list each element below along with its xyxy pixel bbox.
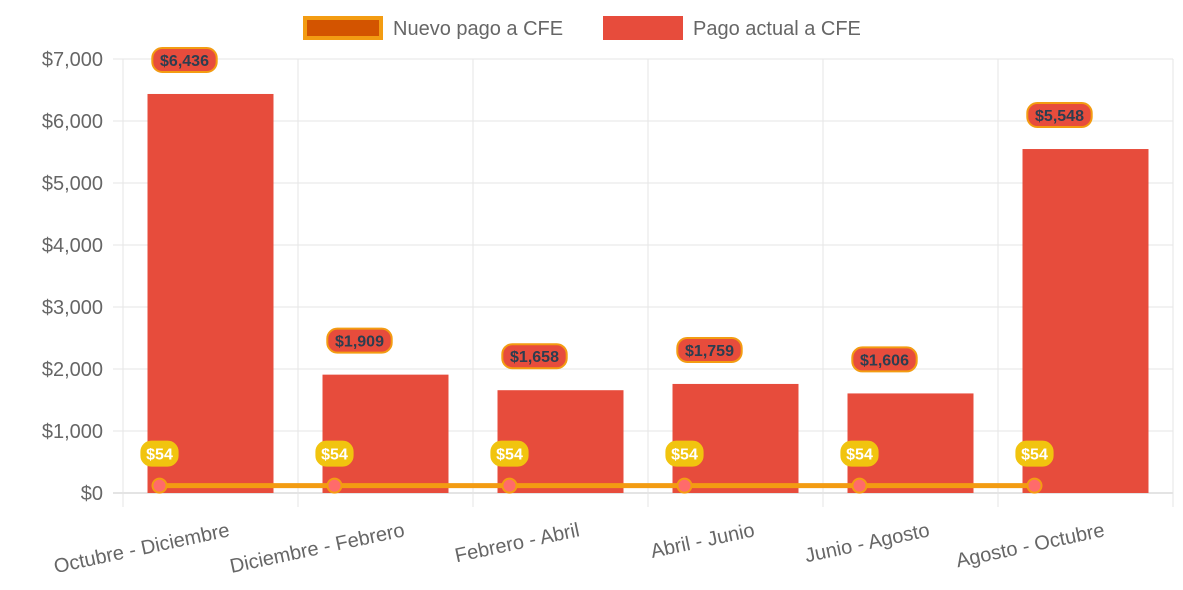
y-tick-label: $4,000 — [42, 235, 103, 257]
line-data-label-bg — [1015, 440, 1054, 467]
y-tick-label: $2,000 — [42, 359, 103, 381]
y-tick-label: $7,000 — [42, 49, 103, 71]
y-tick-label: $1,000 — [42, 421, 103, 443]
bar-data-label: $1,658 — [510, 349, 559, 366]
bar — [147, 93, 274, 493]
x-tick-label: Abril - Junio — [649, 519, 757, 562]
x-tick-label: Agosto - Octubre — [954, 519, 1106, 572]
y-tick-label: $0 — [81, 483, 103, 505]
bar-data-label: $6,436 — [160, 53, 209, 70]
line-data-label-bg — [315, 440, 354, 467]
data-labels: $6,436 $1,909 $1,658 $1,759 $1,606 $5,548 $54 $… — [140, 46, 1093, 467]
bar-data-label-bg — [501, 343, 568, 370]
bar-data-label: $1,909 — [335, 334, 384, 351]
line-data-label-bg — [665, 440, 704, 467]
line-point — [326, 477, 343, 494]
bar — [1022, 149, 1149, 494]
line-point — [1026, 477, 1043, 494]
y-tick-label: $3,000 — [42, 297, 103, 319]
bar-data-label: $1,759 — [685, 343, 734, 360]
line-data-label: $54 — [846, 447, 873, 464]
y-tick-label: $6,000 — [42, 111, 103, 133]
legend[interactable]: Nuevo pago a CFE Pago actual a CFE — [303, 16, 861, 40]
line-data-label: $54 — [321, 447, 348, 464]
x-tick-label: Junio - Agosto — [803, 519, 932, 567]
bar-data-label-bg — [1026, 102, 1093, 129]
line-point — [851, 477, 868, 494]
legend-label: Pago actual a CFE — [693, 18, 861, 40]
bar-data-label-bg — [326, 327, 393, 354]
legend-swatch — [303, 16, 383, 40]
bar-data-label-bg — [851, 346, 918, 373]
bar-data-label: $1,606 — [860, 352, 909, 369]
line-point — [501, 477, 518, 494]
legend-item[interactable]: Nuevo pago a CFE — [303, 16, 563, 40]
line-data-label: $54 — [496, 447, 523, 464]
line-point — [676, 477, 693, 494]
x-tick-label: Febrero - Abril — [453, 519, 582, 567]
legend-item[interactable]: Pago actual a CFE — [603, 16, 861, 40]
y-tick-label: $5,000 — [42, 173, 103, 195]
line-data-label: $54 — [146, 447, 173, 464]
line-data-label-bg — [140, 440, 179, 467]
bar-data-label-bg — [151, 46, 218, 73]
bar-data-label: $5,548 — [1035, 108, 1084, 125]
x-tick-label: Diciembre - Febrero — [228, 519, 407, 577]
line-data-label: $54 — [671, 447, 698, 464]
line-series — [151, 477, 1043, 494]
grid-lines — [113, 58, 1174, 507]
bar-data-label-bg — [676, 336, 743, 363]
line-point — [151, 477, 168, 494]
legend-label: Nuevo pago a CFE — [393, 18, 563, 40]
bar — [672, 383, 799, 493]
y-axis: $0 $1,000 $2,000 $3,000 $4,000 $5,000 $6,000 $7… — [42, 49, 103, 505]
x-tick-label: Octubre - Diciembre — [52, 519, 232, 578]
line-data-label: $54 — [1021, 447, 1048, 464]
bar — [322, 374, 449, 493]
line-data-label-bg — [840, 440, 879, 467]
line-data-label-bg — [490, 440, 529, 467]
bar-series — [147, 93, 1149, 494]
legend-swatch — [603, 16, 683, 40]
